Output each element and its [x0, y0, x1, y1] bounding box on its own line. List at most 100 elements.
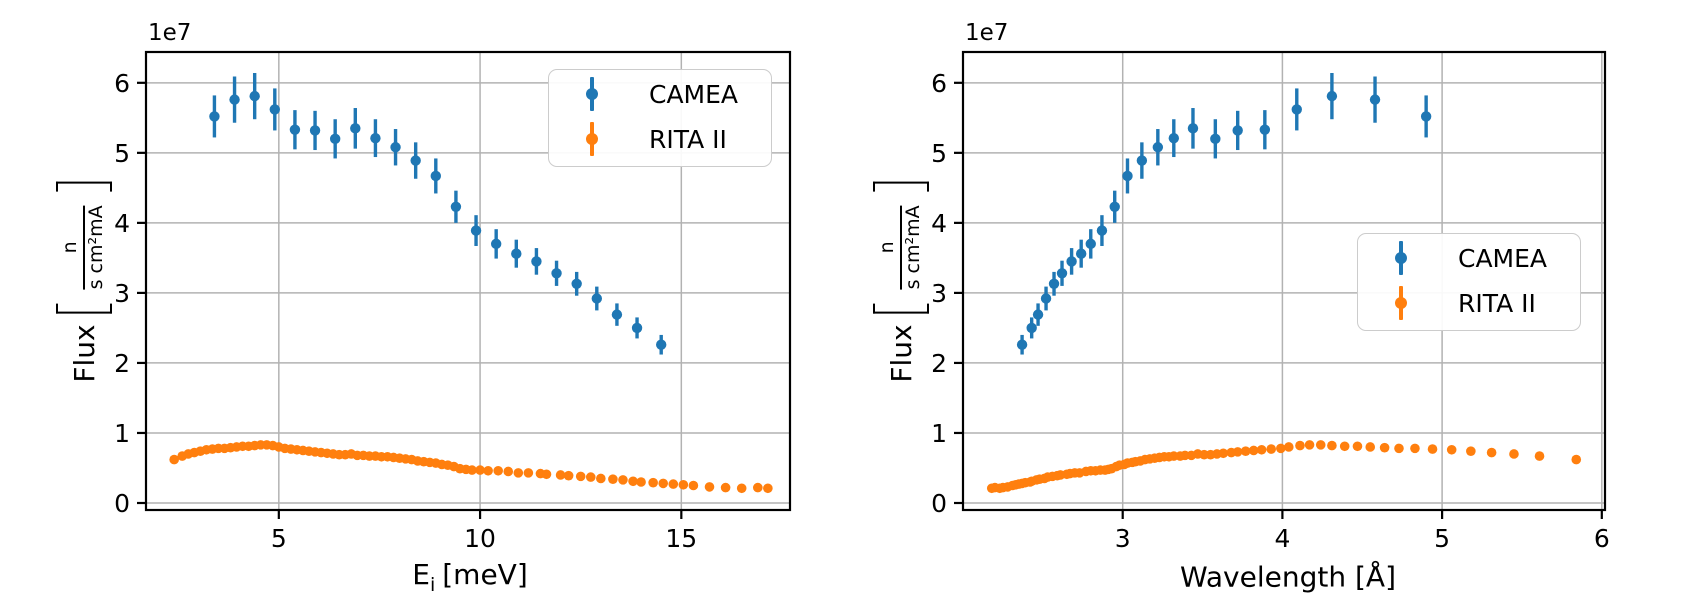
y-tick-label: 6 — [114, 69, 130, 98]
legend-label-rita: RITA II — [1458, 288, 1536, 318]
rita-data-point — [688, 480, 699, 491]
y-tick-label: 5 — [931, 139, 947, 168]
x-tick-label: 5 — [271, 524, 287, 553]
left-chart-legend: CAMEA RITA II — [548, 69, 772, 167]
flux-unit-fraction: n s cm²mA — [59, 202, 107, 292]
camea-data-point — [1168, 132, 1180, 144]
camea-data-point — [1259, 124, 1271, 135]
camea-data-point — [511, 248, 522, 259]
camea-data-point — [1291, 104, 1302, 115]
y-tick-label: 5 — [114, 139, 130, 168]
fraction-numerator: n — [876, 241, 899, 254]
y-tick-label: 1 — [114, 419, 130, 448]
camea-data-point — [1056, 268, 1068, 279]
camea-data-point — [1122, 170, 1133, 182]
rita-data-point — [1295, 440, 1305, 451]
rita-data-point — [1327, 440, 1337, 451]
camea-data-point — [1040, 293, 1052, 304]
camea-data-point — [631, 322, 643, 334]
rita-data-point — [541, 469, 552, 480]
rita-data-point — [618, 475, 628, 485]
camea-data-point — [1026, 322, 1037, 334]
fraction-denominator: s cm²mA — [902, 205, 924, 290]
rita-data-point — [704, 482, 715, 492]
rita-data-point — [1266, 444, 1277, 454]
flux-label-text: Flux — [67, 324, 101, 383]
rita-data-point — [1315, 440, 1326, 450]
rita-data-point — [1379, 442, 1390, 453]
rita-data-point — [1276, 443, 1286, 454]
left-bracket-glyph — [873, 303, 929, 314]
y-tick-label: 6 — [931, 69, 947, 98]
camea-data-point — [1048, 278, 1060, 290]
legend-label-camea: CAMEA — [1458, 243, 1548, 273]
rita-data-point — [1256, 444, 1267, 455]
rita-data-point — [1248, 445, 1259, 456]
camea-data-point — [329, 133, 341, 145]
x-tick-label: 15 — [665, 524, 697, 553]
rita-data-point — [636, 477, 646, 487]
rita-data-point — [563, 470, 574, 481]
flux-label-text: Flux — [884, 324, 918, 383]
camea-data-point — [1152, 142, 1164, 153]
rita-errorbar-marker-icon — [586, 122, 598, 156]
legend-entry-camea: CAMEA — [1358, 240, 1574, 276]
camea-data-point — [1232, 125, 1243, 136]
camea-errorbar-marker-icon — [1395, 241, 1407, 275]
camea-data-point — [249, 90, 260, 102]
x-tick-label: 6 — [1594, 524, 1610, 553]
camea-data-point — [209, 111, 220, 122]
legend-label-camea: CAMEA — [649, 79, 739, 109]
rita-data-point — [608, 474, 618, 484]
rita-data-point — [986, 483, 997, 494]
x-tick-label: 4 — [1274, 524, 1290, 553]
camea-data-point — [410, 155, 421, 166]
camea-data-point — [289, 124, 301, 135]
camea-data-point — [490, 238, 502, 250]
right-chart-legend: CAMEA RITA II — [1357, 233, 1581, 331]
rita-data-point — [736, 483, 747, 494]
rita-data-point — [483, 465, 493, 476]
right-bracket-glyph — [873, 181, 929, 192]
camea-data-point — [309, 125, 321, 136]
x-tick-label: 5 — [1434, 524, 1450, 553]
energy-subscript: i — [429, 573, 436, 596]
rita-data-point — [169, 454, 179, 465]
camea-data-point — [656, 339, 667, 350]
rita-data-point — [1509, 449, 1519, 459]
rita-data-point — [648, 477, 658, 488]
camea-data-point — [1066, 256, 1077, 267]
legend-entry-rita: RITA II — [549, 121, 765, 157]
camea-data-point — [1109, 201, 1120, 212]
camea-data-point — [1075, 248, 1087, 259]
camea-data-point — [551, 268, 562, 279]
y-tick-label: 1 — [931, 419, 947, 448]
camea-data-point — [1085, 238, 1096, 250]
rita-data-point — [523, 468, 534, 478]
y-tick-label: 3 — [114, 279, 130, 308]
rita-data-point — [1427, 444, 1438, 454]
camea-data-point — [269, 104, 280, 115]
y-tick-label: 2 — [931, 349, 947, 378]
camea-data-point — [1326, 90, 1338, 102]
rita-data-point — [1486, 447, 1497, 458]
camea-data-point — [229, 94, 240, 105]
axes-box — [144, 50, 792, 512]
fraction-denominator: s cm²mA — [85, 205, 107, 290]
legend-entry-camea: CAMEA — [549, 76, 765, 112]
rita-data-point — [753, 482, 763, 493]
rita-data-point — [1394, 443, 1404, 454]
rita-data-point — [1304, 440, 1315, 450]
y-tick-label: 2 — [114, 349, 130, 378]
legend-label-rita: RITA II — [649, 124, 727, 154]
rita-errorbar-marker-icon — [1395, 286, 1407, 320]
rita-data-point — [720, 482, 731, 493]
wavelength-label-text: Wavelength [Å] — [1179, 560, 1397, 594]
rita-data-point — [513, 468, 524, 478]
rita-data-point — [585, 472, 596, 482]
rita-data-point — [596, 473, 606, 484]
y-tick-label: 4 — [931, 209, 947, 238]
left-y-axis-label: Flux n s cm²mA — [56, 181, 112, 383]
left-bracket-glyph — [56, 303, 112, 314]
